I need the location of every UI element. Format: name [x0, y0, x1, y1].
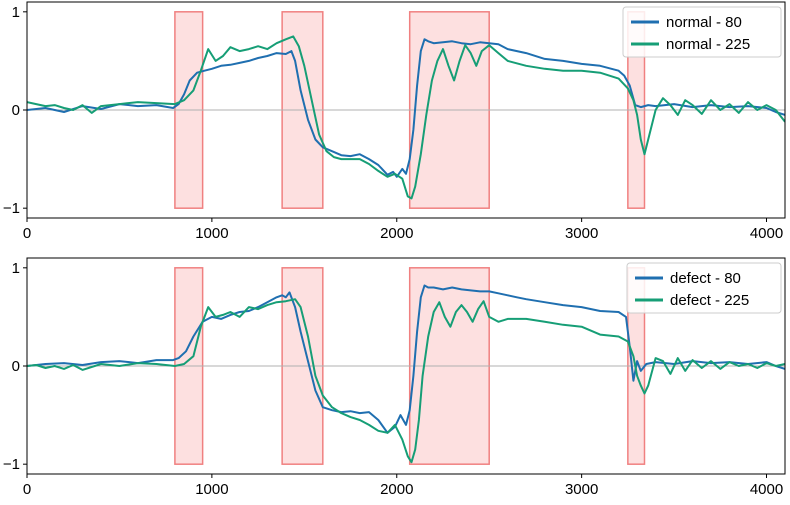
- legend-label: normal - 80: [666, 14, 742, 31]
- x-tick-label: 4000: [750, 225, 783, 242]
- x-tick-label: 2000: [380, 225, 413, 242]
- x-tick-label: 0: [23, 481, 31, 498]
- legend-box: [626, 262, 782, 314]
- legend-label: defect - 225: [670, 292, 749, 309]
- x-tick-label: 0: [23, 225, 31, 242]
- x-tick-label: 1000: [195, 225, 228, 242]
- series-line-1: [27, 284, 785, 434]
- x-tick-label: 2000: [380, 481, 413, 498]
- series-line-1: [27, 38, 785, 178]
- y-tick-label: −1: [3, 456, 20, 473]
- y-tick-label: 1: [12, 4, 20, 21]
- x-tick-label: 4000: [750, 481, 783, 498]
- legend-box: [622, 6, 782, 58]
- legend-label: defect - 80: [670, 270, 741, 287]
- y-tick-label: 0: [12, 102, 20, 119]
- y-tick-label: 1: [12, 260, 20, 277]
- series-line-2: [27, 298, 785, 464]
- legend-label: normal - 225: [666, 36, 750, 53]
- legend: normal - 80 normal - 225: [622, 6, 782, 58]
- x-tick-label: 3000: [565, 481, 598, 498]
- y-tick-label: −1: [3, 200, 20, 217]
- x-tick-label: 3000: [565, 225, 598, 242]
- series-line-2: [27, 35, 785, 200]
- x-tick-label: 1000: [195, 481, 228, 498]
- legend: defect - 80 defect - 225: [626, 262, 782, 314]
- y-tick-label: 0: [12, 358, 20, 375]
